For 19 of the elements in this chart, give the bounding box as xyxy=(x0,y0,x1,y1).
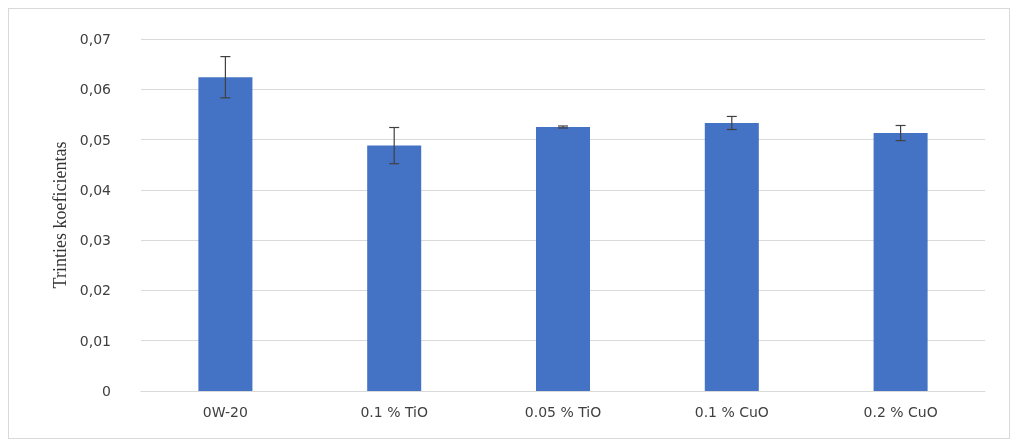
bar xyxy=(198,77,253,391)
bar xyxy=(367,145,422,391)
y-tick-label: 0,02 xyxy=(79,282,111,299)
y-tick-label: 0 xyxy=(102,383,111,399)
bar xyxy=(535,127,591,391)
x-tick-label: 0W-20 xyxy=(202,404,248,420)
y-tick-label: 0,03 xyxy=(79,232,111,249)
y-axis-title: Trinties koeficientas xyxy=(49,141,70,289)
y-tick-label: 0,01 xyxy=(79,332,111,349)
bar xyxy=(873,133,928,391)
y-tick-label: 0,05 xyxy=(79,131,111,148)
x-tick-label: 0.1 % CuO xyxy=(694,404,769,420)
x-tick-label: 0.2 % CuO xyxy=(863,404,938,420)
x-tick-label: 0.05 % TiO xyxy=(524,404,602,420)
y-tick-label: 0,07 xyxy=(79,31,111,47)
bar xyxy=(704,122,759,391)
y-tick-label: 0,04 xyxy=(79,181,112,198)
x-tick-label: 0.1 % TiO xyxy=(360,404,428,420)
y-tick-label: 0,06 xyxy=(79,81,112,98)
